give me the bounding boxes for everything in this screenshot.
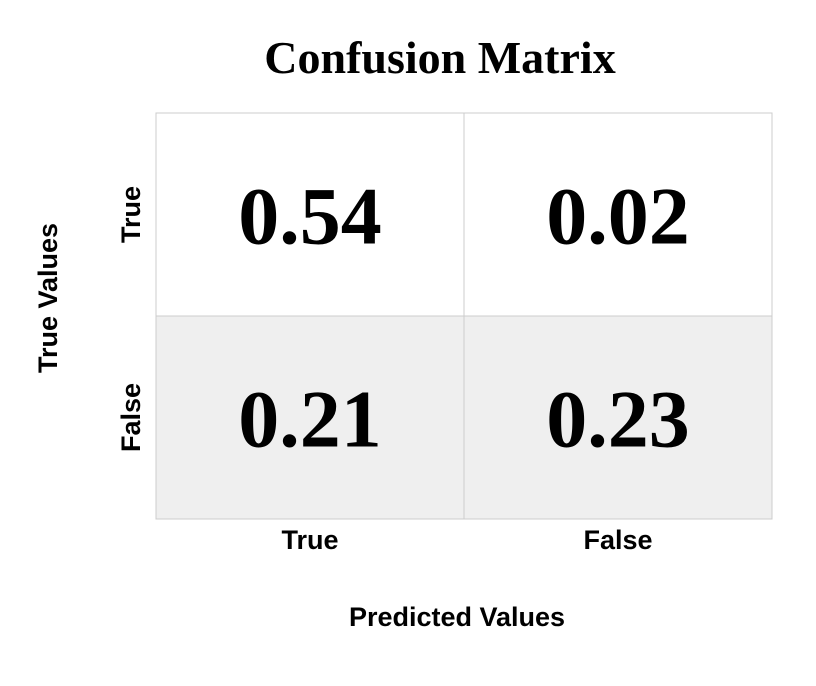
y-axis-label: True Values (33, 223, 63, 373)
y-tick-true: True (116, 186, 146, 243)
matrix-cells (155, 112, 773, 520)
x-tick-false: False (583, 525, 652, 555)
y-tick-labels: True False (116, 186, 146, 452)
x-tick-true: True (281, 525, 338, 555)
y-tick-false: False (116, 383, 146, 452)
matrix-value-1-1: 0.23 (546, 374, 690, 465)
matrix-cell-1-0 (155, 315, 465, 520)
matrix-values: 0.54 0.02 0.21 0.23 (238, 171, 690, 465)
matrix-value-0-1: 0.02 (546, 171, 690, 262)
chart-title: Confusion Matrix (264, 32, 615, 83)
matrix-value-0-0: 0.54 (238, 171, 382, 262)
matrix-cell-0-0 (155, 112, 465, 317)
matrix-cell-1-1 (463, 315, 773, 520)
x-tick-labels: True False (281, 525, 652, 555)
matrix-value-1-0: 0.21 (238, 374, 382, 465)
matrix-cell-0-1 (463, 112, 773, 317)
x-axis-label: Predicted Values (349, 602, 565, 632)
